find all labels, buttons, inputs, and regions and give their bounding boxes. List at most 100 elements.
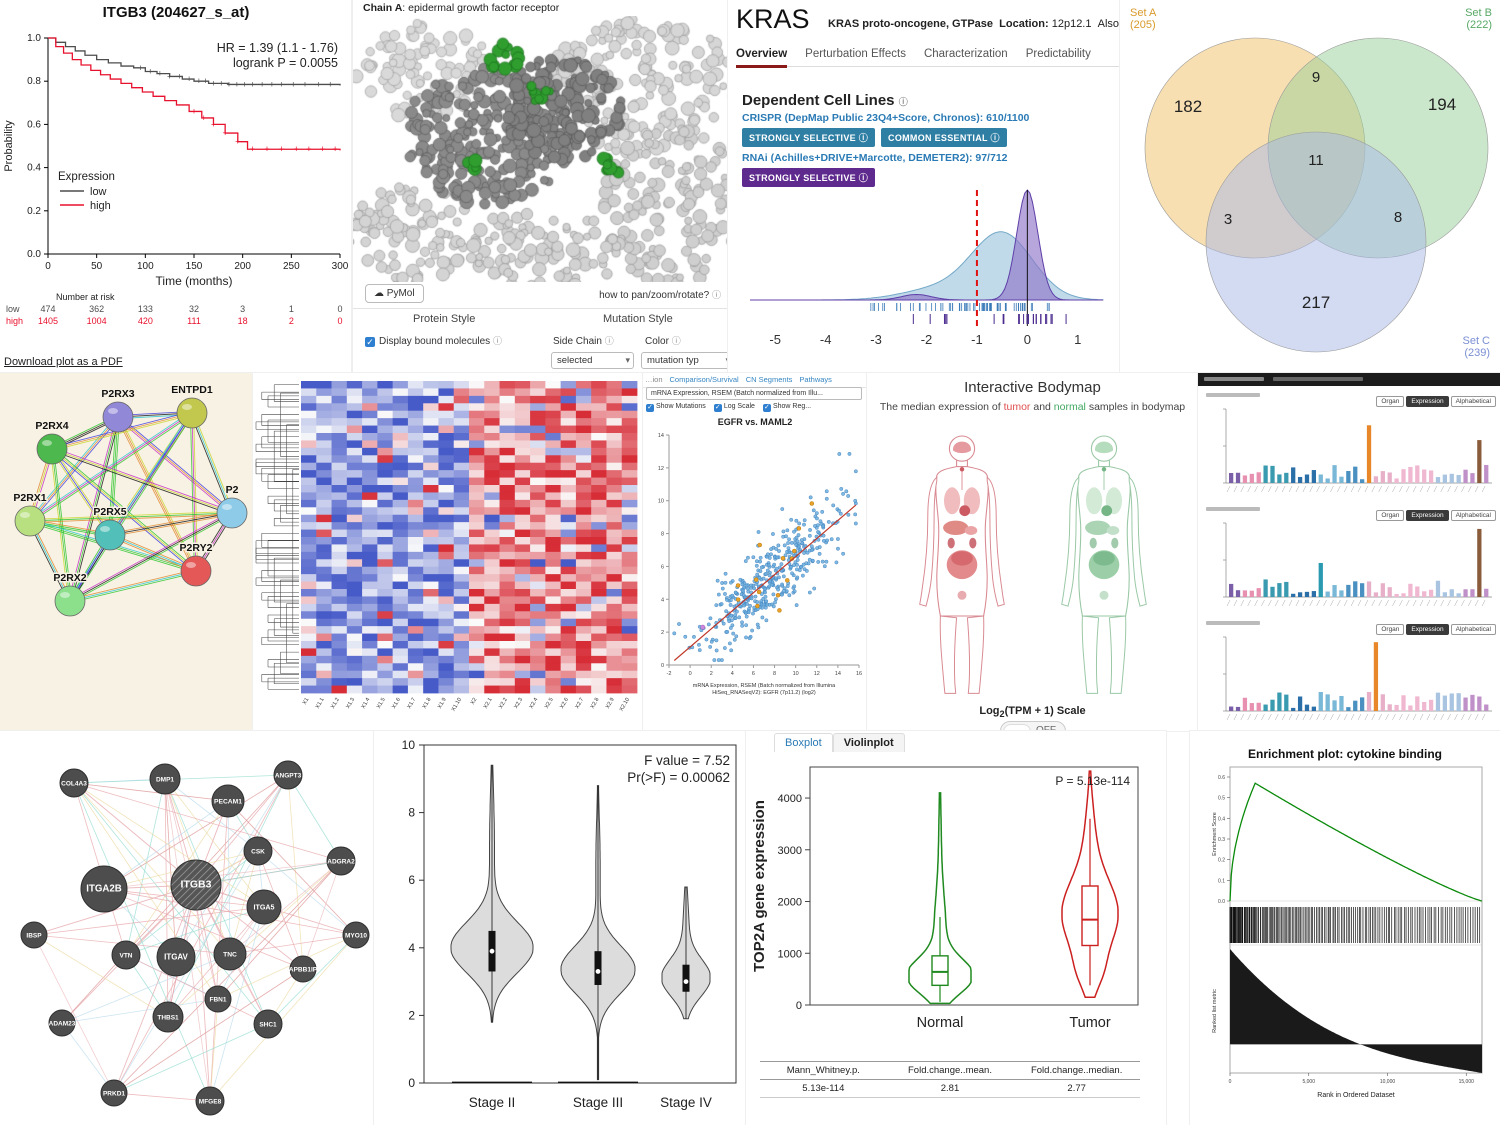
tab--ion[interactable]: …ion <box>645 375 663 384</box>
checkbox-show-reg-[interactable]: ✓ Show Reg... <box>762 403 812 412</box>
svg-text:X1.2: X1.2 <box>330 697 341 710</box>
svg-text:Probability: Probability <box>3 120 15 172</box>
tab-boxplot[interactable]: Boxplot <box>774 733 833 752</box>
pymol-button[interactable]: ☁ PyMol <box>365 284 424 303</box>
svg-text:+: + <box>302 79 307 89</box>
gene-meta: KRAS proto-oncogene, GTPase Location: 12… <box>828 18 1120 30</box>
chain-label: Chain A <box>363 2 403 14</box>
svg-text:2000: 2000 <box>778 897 802 909</box>
common-essential-badge[interactable]: COMMON ESSENTIAL ⓘ <box>881 128 1007 147</box>
svg-text:14: 14 <box>658 433 664 439</box>
svg-text:10: 10 <box>402 738 416 752</box>
svg-text:10: 10 <box>793 671 799 677</box>
checkbox-icon: ✓ <box>365 337 375 347</box>
svg-text:high: high <box>90 200 111 212</box>
svg-text:X2.8: X2.8 <box>590 697 601 710</box>
checkbox-icon: ✓ <box>713 404 722 412</box>
alphabetical-button[interactable]: Alphabetical <box>1450 510 1496 521</box>
download-pdf-link[interactable]: Download plot as a PDF <box>4 356 123 368</box>
svg-text:low: low <box>6 304 20 314</box>
profile-select[interactable]: mRNA Expression, RSEM (Batch normalized … <box>646 387 862 400</box>
svg-text:ITGB3: ITGB3 <box>181 879 212 891</box>
svg-text:8: 8 <box>661 532 664 538</box>
svg-text:COL4A3: COL4A3 <box>61 781 87 788</box>
checkbox-icon: ✓ <box>646 404 654 412</box>
svg-text:32: 32 <box>189 304 199 314</box>
body-silhouettes[interactable] <box>867 415 1198 705</box>
svg-text:ADGRA2: ADGRA2 <box>327 859 355 866</box>
protein-3d-viewer[interactable] <box>353 16 729 282</box>
svg-text:0: 0 <box>661 663 664 669</box>
svg-text:Set C: Set C <box>1462 335 1490 347</box>
crispr-link[interactable]: CRISPR (DepMap Public 23Q4+Score, Chrono… <box>742 112 1030 124</box>
tab-comparison-survival[interactable]: Comparison/Survival <box>669 375 739 384</box>
protein-interaction-network[interactable]: P2RX3 ENTPD1 P2RX4 P2RX1 P2RX5 P2 P2RX2 P2RY2 <box>0 373 253 731</box>
display-bound-checkbox[interactable]: ✓ Display bound molecules ⓘ <box>365 336 502 347</box>
kras-gene-panel: KRAS KRAS proto-oncogene, GTPase Locatio… <box>727 0 1121 374</box>
tab-cn-segments[interactable]: CN Segments <box>745 375 793 384</box>
svg-text:0: 0 <box>796 1000 802 1012</box>
stats-table: Mann_Whitney.p. Fold.change..mean. Fold.ch… <box>760 1061 1140 1098</box>
organ-button[interactable]: Organ <box>1376 624 1405 635</box>
kras-tab-predictability[interactable]: Predictability <box>1025 48 1091 60</box>
string-network-panel: P2RX3 ENTPD1 P2RX4 P2RX1 P2RX5 P2 P2RX2 P2RY2 <box>0 372 254 732</box>
svg-text:+: + <box>242 79 247 89</box>
svg-text:mRNA Expression, RSEM (Batch n: mRNA Expression, RSEM (Batch normalized … <box>693 683 836 689</box>
svg-text:1000: 1000 <box>778 948 802 960</box>
svg-text:4000: 4000 <box>778 793 802 805</box>
svg-text:Set B: Set B <box>1465 7 1492 19</box>
svg-text:+: + <box>291 79 296 89</box>
kras-tab-overview[interactable]: Overview <box>736 48 788 68</box>
organ-button[interactable]: Organ <box>1376 510 1405 521</box>
svg-text:P2RX5: P2RX5 <box>93 506 126 518</box>
kras-tab-perturbation-effects[interactable]: Perturbation Effects <box>805 48 906 60</box>
svg-text:194: 194 <box>1428 95 1456 114</box>
alphabetical-button[interactable]: Alphabetical <box>1450 624 1496 635</box>
checkbox-icon: ✓ <box>762 404 771 412</box>
svg-text:Tumor: Tumor <box>1069 1015 1111 1031</box>
alphabetical-button[interactable]: Alphabetical <box>1450 396 1496 407</box>
crispr-badges: STRONGLY SELECTIVE ⓘ COMMON ESSENTIAL ⓘ <box>742 128 1013 147</box>
color-select[interactable]: mutation typ▾ <box>641 352 729 369</box>
svg-text:+: + <box>226 79 231 89</box>
svg-text:+: + <box>294 144 299 154</box>
svg-text:ADAM23: ADAM23 <box>49 1021 76 1028</box>
expression-button[interactable]: Expression <box>1406 510 1449 521</box>
protein-style-header[interactable]: Protein Style <box>413 313 476 325</box>
venn-diagram: 182 9 194 3 11 8 217 Set A(205) Set B(222) Set C(… <box>1130 7 1492 359</box>
rnai-link[interactable]: RNAi (Achilles+DRIVE+Marcotte, DEMETER2)… <box>742 152 1008 164</box>
expression-button[interactable]: Expression <box>1406 396 1449 407</box>
svg-text:+: + <box>264 144 269 154</box>
tab-violinplot[interactable]: Violinplot <box>832 733 905 752</box>
svg-text:+: + <box>235 137 240 147</box>
scale-toggle[interactable]: OFF <box>1000 721 1066 731</box>
svg-text:50: 50 <box>91 261 103 272</box>
strongly-selective-badge[interactable]: STRONGLY SELECTIVE ⓘ <box>742 128 876 147</box>
mutation-style-header[interactable]: Mutation Style <box>603 313 673 325</box>
pan-zoom-help[interactable]: how to pan/zoom/rotate? ⓘ <box>599 290 721 301</box>
side-chain-select[interactable]: selected ▾ <box>551 352 634 369</box>
svg-text:X1.9: X1.9 <box>437 697 448 710</box>
svg-text:X1.8: X1.8 <box>422 697 433 710</box>
toggle-state-label: OFF <box>1036 725 1056 731</box>
checkbox-log-scale[interactable]: ✓ Log Scale <box>713 403 755 412</box>
svg-text:8: 8 <box>773 671 776 677</box>
svg-text:+: + <box>279 144 284 154</box>
cbioportal-tab-bar: …ion Comparison/Survival CN Segments Pathwa… <box>643 373 867 388</box>
organ-button[interactable]: Organ <box>1376 396 1405 407</box>
svg-text:0: 0 <box>689 671 692 677</box>
gene-symbol: KRAS <box>736 4 810 34</box>
expression-button[interactable]: Expression <box>1406 624 1449 635</box>
checkbox-show-mutations[interactable]: ✓ Show Mutations <box>646 403 706 412</box>
svg-text:P2RX3: P2RX3 <box>101 388 134 400</box>
itgb3-network[interactable]: DMP1 ANGPT3 PECAM1 COL4A3 CSK ADGRA2 ITGA2B ITG… <box>0 731 374 1125</box>
kras-tab-characterization[interactable]: Characterization <box>923 48 1008 60</box>
svg-text:Rank in Ordered Dataset: Rank in Ordered Dataset <box>1317 1092 1394 1099</box>
svg-text:4: 4 <box>661 597 664 603</box>
strongly-selective-badge[interactable]: STRONGLY SELECTIVE ⓘ <box>742 168 876 187</box>
svg-text:+: + <box>279 79 284 89</box>
tab-pathways[interactable]: Pathways <box>799 375 832 384</box>
svg-text:MYO10: MYO10 <box>345 933 367 940</box>
svg-text:P2RX4: P2RX4 <box>35 420 68 432</box>
svg-text:X1.7: X1.7 <box>406 697 417 710</box>
